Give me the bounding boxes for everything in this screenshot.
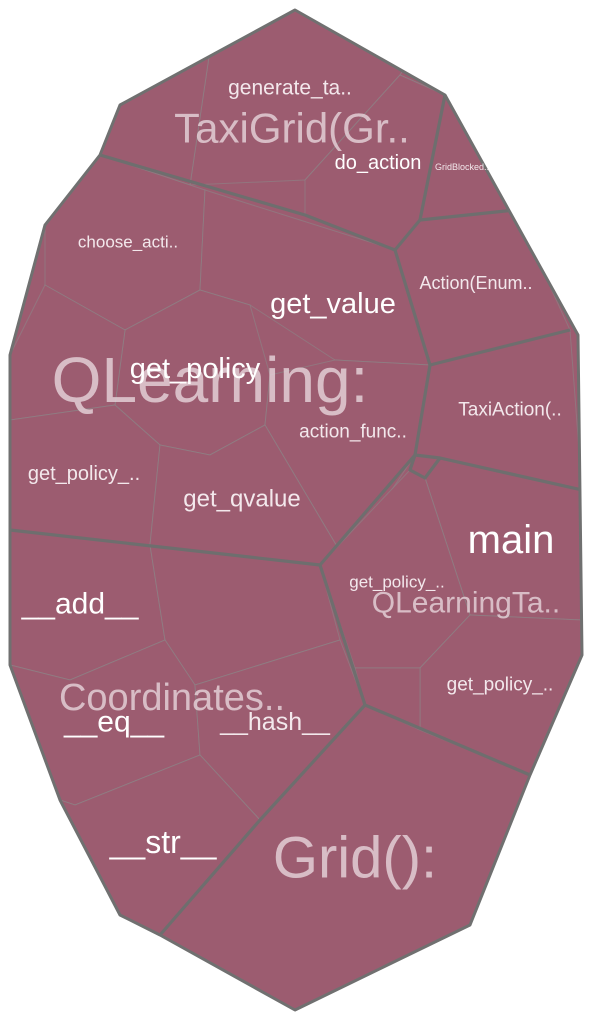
label-get-policy-mid: get_policy_.. (349, 573, 444, 592)
label-do-action: do_action (335, 152, 422, 174)
group-label-taxigrid: TaxiGrid(Gr.. (174, 105, 410, 152)
border-taxigrid-right (418, 94, 447, 221)
label-grid-blocked: GridBlocked.. (435, 162, 489, 172)
label-get-policy-left: get_policy_.. (28, 463, 140, 485)
label-action-func: action_func.. (299, 422, 407, 443)
treemap-outer-border (8, 8, 584, 1012)
label-get-policy: get_policy (130, 353, 261, 385)
group-label-qlearning: QLearning: (52, 344, 369, 416)
label-choose-acti: choose_acti.. (78, 233, 178, 252)
border-qlearning-right (10, 364, 432, 567)
label-eq: __eq__ (63, 706, 165, 739)
label-generate-ta: generate_ta.. (228, 77, 352, 100)
label-get-value: get_value (270, 288, 396, 320)
border-small-cell (408, 454, 442, 480)
group-label-qlearningta: QLearningTa.. (372, 587, 560, 620)
group-label-grid: Grid(): (273, 826, 437, 891)
label-get-qvalue: get_qvalue (183, 486, 300, 513)
group-label-coordinates: Coordinates.. (59, 677, 285, 719)
label-str: __str__ (109, 824, 218, 860)
label-hash: __hash__ (219, 708, 331, 736)
label-main: main (468, 518, 555, 562)
label-action-enum: Action(Enum.. (419, 273, 532, 293)
label-add: __add__ (21, 588, 140, 621)
label-get-policy-right: get_policy_.. (447, 675, 554, 696)
label-taxi-action: TaxiAction(.. (458, 400, 561, 421)
border-grid-left (158, 703, 367, 937)
